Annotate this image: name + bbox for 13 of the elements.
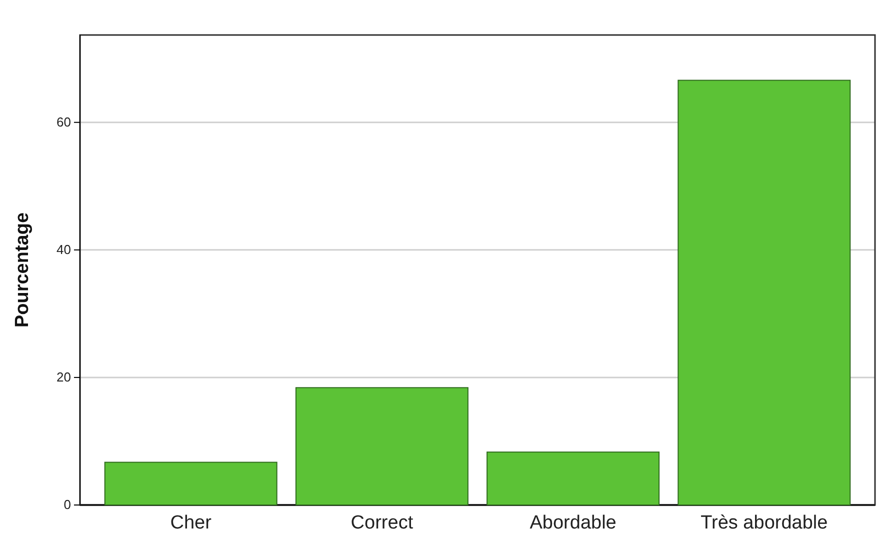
y-tick-label: 0	[64, 497, 71, 512]
bar	[295, 387, 468, 506]
bar	[678, 80, 851, 506]
y-axis-title: Pourcentage	[12, 212, 33, 328]
x-tick-label: Abordable	[530, 512, 616, 534]
y-tick-label: 40	[56, 242, 71, 258]
x-tick-label: Correct	[350, 512, 414, 534]
bar	[104, 462, 278, 506]
x-tick-label: Cher	[170, 512, 212, 534]
x-tick-label: Très abordable	[700, 512, 828, 534]
y-tick-label: 20	[56, 370, 71, 385]
bar	[486, 452, 660, 506]
y-tick-label: 60	[56, 114, 71, 130]
